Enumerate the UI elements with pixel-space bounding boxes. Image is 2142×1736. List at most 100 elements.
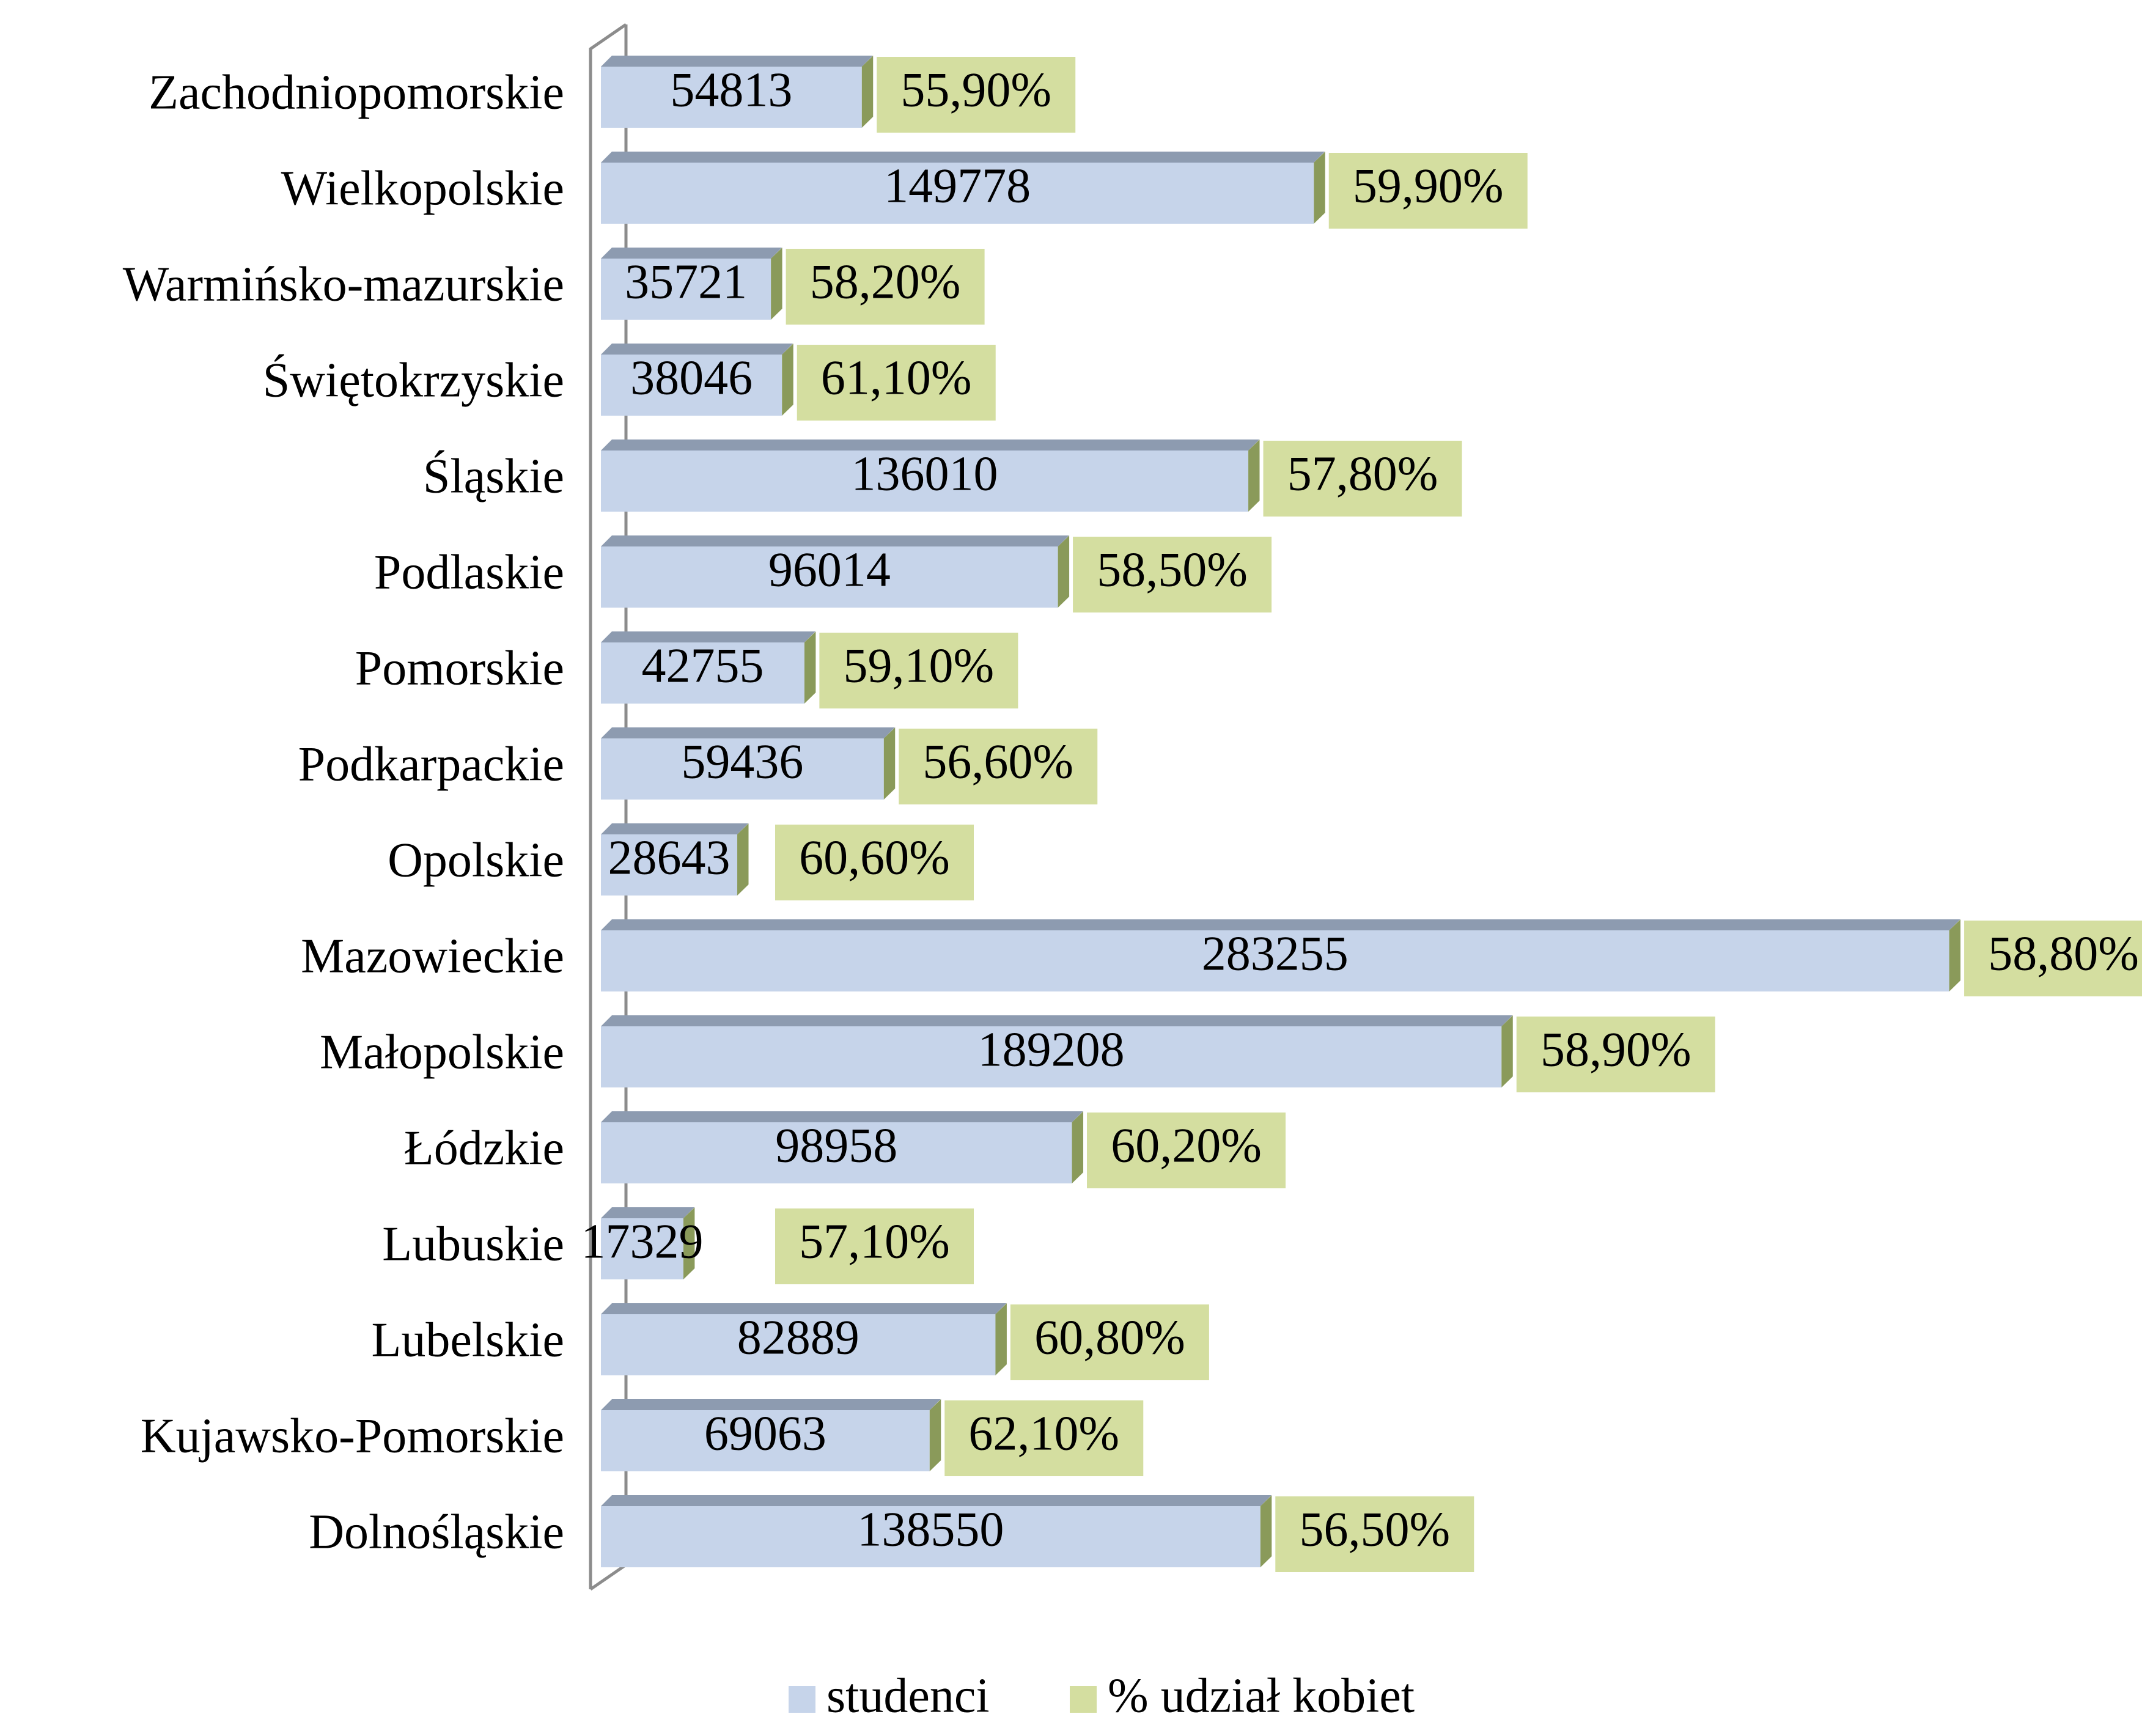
bar-top [601,919,1960,930]
bar [929,1399,941,1471]
data-label: 61,10% [821,351,972,405]
category-label: Podlaskie [374,545,564,599]
data-label-box [1087,1113,1286,1188]
bar [683,1207,695,1279]
category-label: Warmińsko-mazurskie [123,257,564,311]
data-label: 58,80% [1988,927,2139,980]
data-label-box [899,729,1098,804]
data-label: 60,60% [799,831,950,885]
data-label: 60,20% [1111,1119,1262,1172]
data-label: 59,10% [844,639,995,693]
data-label: 38046 [630,351,753,405]
bar [737,823,749,896]
bar [1949,919,1961,991]
category-label: Podkarpackie [298,737,564,791]
category-label: Kujawsko-Pomorskie [141,1409,564,1463]
bar-top [601,1399,941,1410]
data-label: 189208 [978,1023,1125,1076]
bar [601,163,1314,224]
data-label-box [1275,1496,1474,1572]
data-label: 58,20% [810,255,961,309]
category-label: Pomorskie [355,641,564,695]
data-label: 59436 [681,735,803,789]
data-label: 57,10% [799,1215,950,1268]
data-label-box [944,1400,1144,1476]
bar [601,738,884,800]
bar-top [601,1111,1083,1122]
bar-top [601,823,749,834]
bar [601,451,1249,512]
data-label: 82889 [737,1311,859,1364]
bar [883,727,896,800]
legend-label: studenci [826,1669,990,1723]
bar [1248,440,1260,512]
bar [601,834,738,896]
category-label: Lubuskie [382,1217,564,1271]
bar-top [601,1495,1272,1506]
bar-top [601,152,1325,163]
bar-top [601,631,815,642]
category-label: Zachodniopomorskie [149,65,564,119]
data-label: 58,50% [1097,543,1248,597]
data-label-box [1263,441,1462,517]
bar [1314,152,1325,224]
bar-top [601,1303,1007,1314]
bar [601,67,862,128]
category-label: Mazowieckie [301,929,564,983]
bar-top [601,56,873,67]
bar [995,1303,1007,1375]
bar [861,56,874,128]
bar-top [601,248,782,259]
category-label: Wielkopolskie [281,161,564,215]
bar-top [601,344,793,355]
bar-top [601,1015,1513,1026]
data-label: 57,80% [1287,447,1438,501]
bar [771,248,782,320]
data-label: 283255 [1202,927,1349,980]
data-label-box [775,825,974,900]
bar [601,1410,930,1471]
data-label: 149778 [884,159,1031,213]
data-label: 138550 [857,1502,1004,1556]
legend-swatch [789,1686,815,1713]
data-label: 56,50% [1299,1502,1450,1556]
data-label: 96014 [768,543,891,597]
data-label-box [1516,1017,1715,1092]
bar-top [601,440,1260,451]
data-label: 28643 [608,831,731,885]
data-label: 98958 [775,1119,897,1172]
bar [601,1026,1502,1087]
bar [601,259,771,320]
bar [601,355,782,416]
bar-top [601,1207,694,1218]
axis-wall [589,23,627,1589]
bar [601,1218,683,1279]
bar [1058,535,1070,608]
category-label: Dolnośląskie [309,1505,564,1559]
legend-swatch [1070,1686,1097,1713]
bar [601,642,804,704]
data-label-box [1073,537,1272,612]
data-label-box [1964,921,2142,996]
category-label: Świętokrzyskie [263,353,564,407]
data-label-box [1010,1304,1209,1380]
category-label: Śląskie [423,449,564,503]
category-label: Opolskie [388,833,564,887]
data-label: 42755 [641,639,764,693]
bar [601,930,1949,991]
data-label: 59,90% [1353,159,1504,213]
data-label: 60,80% [1034,1311,1185,1364]
bar [601,1122,1072,1183]
data-label: 56,60% [922,735,1073,789]
data-label-box [819,633,1018,708]
legend-label: % udział kobiet [1108,1669,1415,1723]
data-label-box [1328,153,1528,229]
data-label: 35721 [625,255,747,309]
category-label: Lubelskie [372,1313,564,1367]
bar [601,546,1058,608]
data-label: 62,10% [968,1407,1119,1460]
data-label: 17329 [581,1215,703,1268]
bar-top [601,727,895,738]
data-label: 58,90% [1540,1023,1691,1076]
